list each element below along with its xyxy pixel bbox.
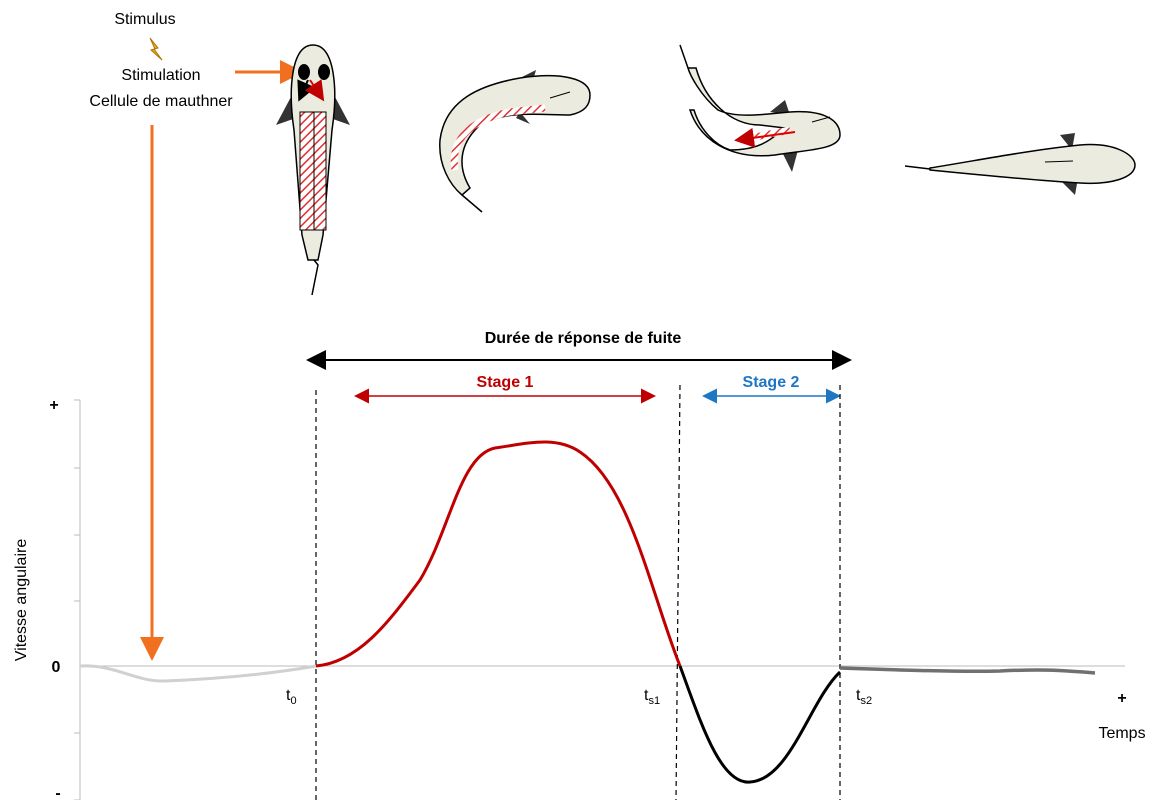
ts1-sub: s1 bbox=[648, 695, 660, 707]
fish-2 bbox=[439, 70, 591, 213]
ts1-base: t bbox=[644, 687, 649, 704]
y-minus: - bbox=[55, 785, 60, 800]
y-zero: 0 bbox=[52, 659, 61, 676]
stage2-label: Stage 2 bbox=[743, 374, 800, 391]
x-axis-label: Temps bbox=[1098, 725, 1145, 742]
post-curve bbox=[839, 666, 1096, 675]
stage1-label: Stage 1 bbox=[477, 374, 534, 391]
t0-base: t bbox=[286, 687, 291, 704]
t0-sub: 0 bbox=[290, 695, 296, 707]
fish-4 bbox=[904, 133, 1136, 195]
lightning-icon bbox=[149, 37, 163, 61]
stimulation-label: Stimulation bbox=[121, 67, 200, 84]
ts2-base: t bbox=[856, 687, 861, 704]
stimulus-label: Stimulus bbox=[114, 11, 175, 28]
x-plus: + bbox=[1117, 690, 1126, 707]
y-axis-label: Vitesse angulaire bbox=[13, 539, 30, 662]
ts2-sub: s2 bbox=[860, 695, 872, 707]
y-plus: + bbox=[49, 397, 58, 414]
stage2-curve bbox=[678, 665, 842, 784]
stage1-curve bbox=[315, 440, 682, 668]
fish-1 bbox=[276, 44, 350, 296]
ts1-label: ts1 bbox=[644, 687, 660, 707]
time-markers bbox=[315, 384, 841, 800]
duration-label: Durée de réponse de fuite bbox=[485, 330, 682, 347]
fish-3 bbox=[679, 44, 841, 172]
ts2-label: ts2 bbox=[856, 687, 872, 707]
baseline-curve bbox=[79, 664, 317, 683]
t0-label: t0 bbox=[286, 687, 297, 707]
cell-label: Cellule de mauthner bbox=[89, 93, 233, 110]
axes bbox=[74, 399, 1125, 800]
